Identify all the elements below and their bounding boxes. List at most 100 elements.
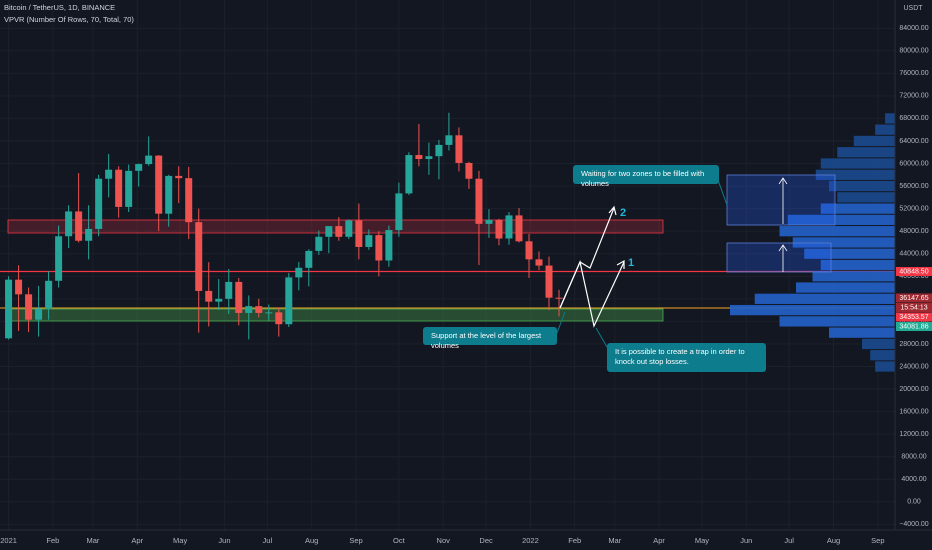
x-tick-label: Aug	[305, 536, 318, 545]
y-tick-label: 28000.00	[899, 341, 928, 348]
y-tick-label: 68000.00	[899, 115, 928, 122]
x-tick-label: Aug	[827, 536, 840, 545]
arrow-head	[778, 177, 788, 185]
volume-row	[885, 113, 895, 124]
volume-row	[875, 124, 895, 135]
y-tick-label: 0.00	[907, 499, 921, 506]
y-tick-label: 64000.00	[899, 138, 928, 145]
candle-body	[455, 135, 463, 163]
candle-body	[385, 230, 393, 261]
x-tick-label: Jun	[218, 536, 230, 545]
volume-row	[820, 259, 895, 271]
annotation: Waiting for two zones to be filled with …	[573, 165, 719, 188]
x-tick-label: Jun	[740, 536, 752, 545]
candle-body	[535, 259, 543, 266]
volume-row	[779, 316, 895, 327]
price-tag	[896, 312, 932, 322]
volume-row	[829, 180, 895, 192]
candle-body	[95, 178, 103, 229]
x-tick-label: 2022	[522, 536, 539, 545]
volume-row	[820, 158, 895, 169]
x-tick-label: Dec	[479, 536, 493, 545]
fill-zone	[726, 174, 836, 226]
candle-body	[35, 308, 43, 320]
x-tick-label: Sep	[349, 536, 362, 545]
y-tick-label: 52000.00	[899, 205, 928, 212]
volume-row	[875, 361, 895, 372]
y-tick-label: 48000.00	[899, 228, 928, 235]
x-tick-label: Sep	[871, 536, 884, 545]
price-tag-label: 36147.65	[899, 295, 928, 302]
candle-body	[495, 219, 503, 239]
x-tick-label: Jul	[784, 536, 794, 545]
axes: −4000.00 0.00 4000.00 8000.00 12000.00 16000.…	[0, 25, 932, 545]
x-tick-label: Feb	[568, 536, 581, 545]
candle-body	[355, 220, 363, 247]
candle-body	[315, 236, 323, 251]
y-tick-label: 76000.00	[899, 70, 928, 77]
price-tag-label: 40848.50	[899, 269, 928, 276]
path-2	[559, 207, 615, 309]
y-tick-label: 72000.00	[899, 93, 928, 100]
candle-body	[105, 169, 113, 179]
x-tick-label: Mar	[608, 536, 621, 545]
candle-body	[505, 215, 513, 239]
wave-label: 1	[628, 257, 634, 269]
candle-body	[465, 162, 473, 179]
candle-body	[85, 228, 93, 241]
y-tick-label: 80000.00	[899, 48, 928, 55]
candle-body	[555, 297, 563, 299]
y-tick-label: 32000.00	[899, 318, 928, 325]
y-tick-label: 12000.00	[899, 431, 928, 438]
volume-row	[754, 293, 895, 304]
y-tick-label: 4000.00	[901, 476, 926, 483]
y-tick-label: −4000.00	[899, 521, 928, 528]
volume-row	[730, 304, 895, 316]
annotation: It is possible to create a trap in order…	[607, 343, 766, 372]
volume-row	[870, 350, 895, 361]
y-tick-label: 84000.00	[899, 25, 928, 32]
candle-body	[375, 235, 383, 261]
candle-body	[155, 155, 163, 214]
volume-row	[862, 338, 895, 350]
x-tick-label: Apr	[653, 536, 665, 545]
x-tick-label: Feb	[46, 536, 59, 545]
price-tag-label: 34081.86	[899, 324, 928, 331]
candle-body	[185, 178, 193, 223]
candle-body	[425, 156, 433, 159]
support-zone	[7, 308, 664, 322]
y-tick-label: 16000.00	[899, 408, 928, 415]
volume-row	[837, 147, 895, 158]
candle-body	[515, 215, 523, 242]
candle-body	[115, 169, 123, 207]
candle-body	[415, 155, 423, 159]
volume-row	[779, 226, 895, 237]
candle-body	[545, 265, 553, 298]
volume-row	[796, 282, 895, 293]
y-tick-label: 40000.00	[899, 273, 928, 280]
callout-line	[595, 327, 608, 348]
y-tick-label: 8000.00	[901, 454, 926, 461]
y-tick-label: 20000.00	[899, 386, 928, 393]
candle-body	[445, 135, 453, 145]
price-tag-label: 34353.57	[899, 314, 928, 321]
candle-body	[405, 155, 413, 194]
candle-body	[45, 280, 53, 309]
candle-body	[225, 281, 233, 299]
chart-title: Bitcoin / TetherUS, 1D, BINANCE	[4, 3, 116, 12]
volume-row	[853, 135, 895, 147]
candle-body	[285, 277, 293, 325]
y-tick-label: 56000.00	[899, 183, 928, 190]
candle-body	[235, 281, 243, 313]
candle-body	[25, 294, 33, 320]
candle-body	[15, 279, 23, 295]
x-tick-label: 2021	[0, 536, 17, 545]
candle-body	[265, 312, 273, 314]
candle-body	[5, 279, 13, 339]
volume-row	[812, 271, 895, 282]
candle-body	[135, 164, 143, 171]
candle-body	[295, 267, 303, 278]
volume-row	[804, 248, 895, 259]
price-tag	[896, 266, 932, 276]
